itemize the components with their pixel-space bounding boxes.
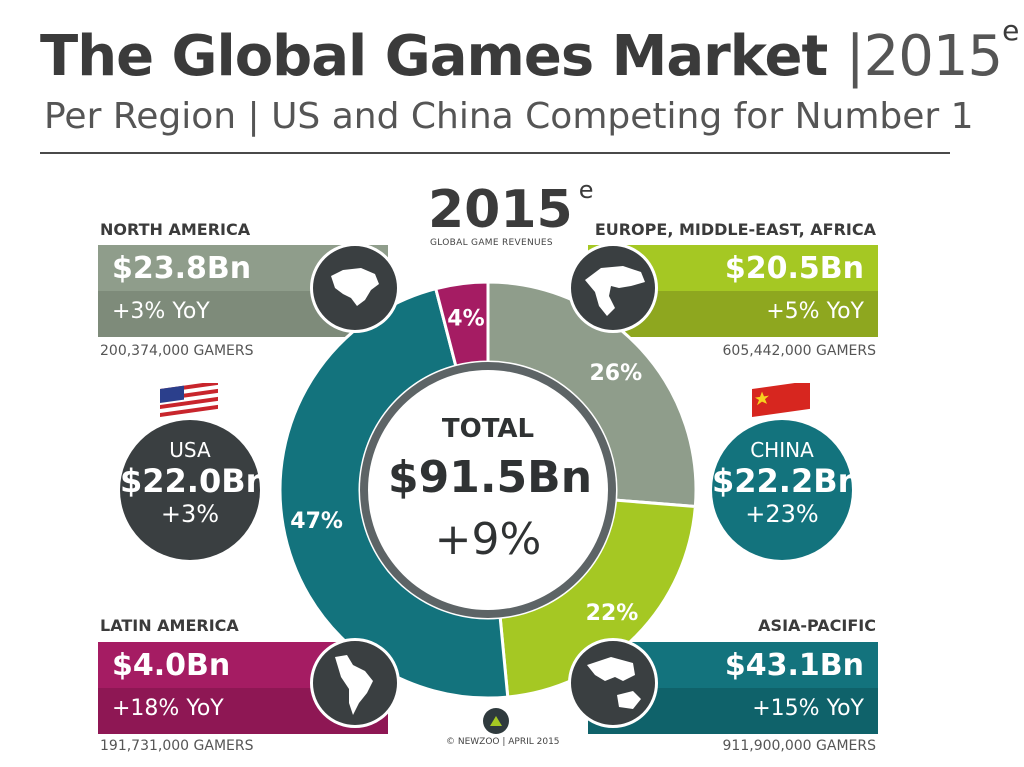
emea-yoy: +5% YoY <box>766 299 864 324</box>
title-divider <box>40 152 950 154</box>
donut-label-asia-pacific: 47% <box>290 509 343 534</box>
asia-pacific-gamers: 911,900,000 GAMERS <box>722 738 876 754</box>
newzoo-logo-icon <box>483 708 509 734</box>
center-year-text: 2015 <box>428 180 573 240</box>
donut-label-europe-middle-east-africa: 22% <box>586 601 639 626</box>
page-subtitle: Per Region | US and China Competing for … <box>44 96 974 137</box>
donut-center <box>368 370 608 610</box>
usa-circle: USA $22.0Bn +3% <box>120 420 269 560</box>
asia-pacific-globe-icon <box>568 638 658 728</box>
emea-value: $20.5Bn <box>724 251 864 286</box>
latin-america-name: LATIN AMERICA <box>100 616 239 635</box>
donut-label-latin-america: 4% <box>447 306 484 331</box>
north-america-globe-icon <box>310 243 400 333</box>
emea-name: EUROPE, MIDDLE-EAST, AFRICA <box>594 220 876 239</box>
center-year: 2015 e <box>428 176 594 240</box>
page-title: The Global Games Market |2015e <box>40 14 1019 89</box>
asia-pacific-yoy: +15% YoY <box>752 696 864 721</box>
usa-name: USA <box>169 438 211 462</box>
center-subtitle: GLOBAL GAME REVENUES <box>430 238 553 248</box>
footer-credit: © NEWZOO | APRIL 2015 <box>446 737 560 747</box>
emea-globe-icon <box>568 243 658 333</box>
china-flag-icon <box>752 383 810 417</box>
asia-pacific-name: ASIA-PACIFIC <box>758 616 876 635</box>
usa-flag-icon <box>160 383 218 417</box>
north-america-gamers: 200,374,000 GAMERS <box>100 343 254 359</box>
page-title-sup: e <box>1002 14 1019 47</box>
latin-america-value: $4.0Bn <box>112 648 231 683</box>
latin-america-globe-icon <box>310 638 400 728</box>
usa-growth: +3% <box>160 500 220 528</box>
north-america-name: NORTH AMERICA <box>100 220 251 239</box>
china-circle: CHINA $22.2Bn +23% <box>712 420 861 560</box>
usa-value: $22.0Bn <box>120 462 269 500</box>
total-growth: +9% <box>434 514 542 565</box>
total-label: TOTAL <box>441 414 535 444</box>
page-title-year: |2015 <box>845 24 1003 89</box>
asia-pacific-value: $43.1Bn <box>724 648 864 683</box>
china-growth: +23% <box>745 500 819 528</box>
emea-gamers: 605,442,000 GAMERS <box>722 343 876 359</box>
donut-label-north-america: 26% <box>589 361 642 386</box>
latin-america-gamers: 191,731,000 GAMERS <box>100 738 254 754</box>
page-title-text: The Global Games Market <box>40 24 828 89</box>
latin-america-yoy: +18% YoY <box>112 696 224 721</box>
total-value: $91.5Bn <box>388 452 593 503</box>
china-name: CHINA <box>750 438 814 462</box>
north-america-value: $23.8Bn <box>112 251 252 286</box>
china-value: $22.2Bn <box>712 462 861 500</box>
north-america-yoy: +3% YoY <box>112 299 210 324</box>
center-year-sup: e <box>578 176 594 204</box>
